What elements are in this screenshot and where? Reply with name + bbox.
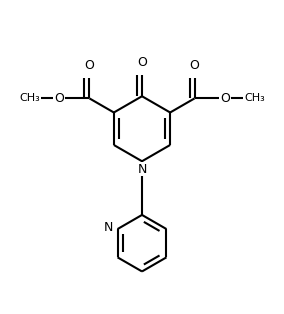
Text: O: O (190, 59, 200, 72)
Text: N: N (137, 163, 147, 176)
Text: O: O (54, 92, 64, 105)
Text: CH₃: CH₃ (244, 93, 265, 103)
Text: N: N (104, 221, 113, 234)
Text: CH₃: CH₃ (19, 93, 40, 103)
Text: O: O (220, 92, 230, 105)
Text: O: O (84, 59, 94, 72)
Text: O: O (137, 57, 147, 69)
